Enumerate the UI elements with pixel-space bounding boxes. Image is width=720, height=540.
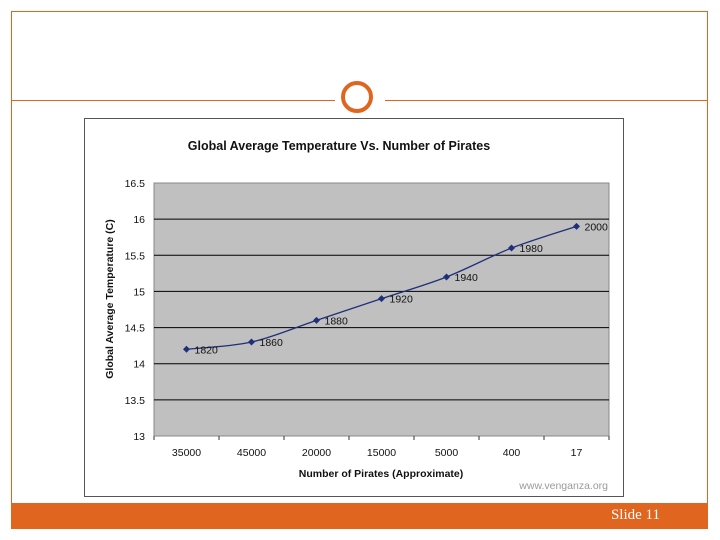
header-rule-left (11, 100, 335, 101)
data-label: 1880 (325, 315, 349, 327)
y-tick-label: 14 (133, 359, 145, 371)
slide-number: Slide 11 (610, 507, 660, 523)
data-label: 1940 (455, 272, 479, 284)
y-axis-label: Global Average Temperature (C) (104, 219, 116, 378)
gridlines (154, 218, 609, 401)
data-label: 1820 (195, 344, 219, 356)
footer-bar: Slide 11 (11, 503, 708, 528)
x-axis-label: Number of Pirates (Approximate) (299, 468, 464, 480)
series-group: 1820 1860 1880 1920 1940 1980 2000 (183, 221, 608, 356)
data-point (443, 273, 450, 281)
x-tick-label: 20000 (302, 447, 331, 459)
y-tick-label: 13 (133, 431, 145, 443)
data-point (508, 244, 515, 252)
watermark: www.venganza.org (518, 480, 608, 492)
x-tick-label: 5000 (435, 447, 459, 459)
data-point (248, 338, 255, 346)
y-tick-label: 15 (133, 286, 145, 298)
x-tick-label: 15000 (367, 447, 396, 459)
x-tick-labels: 35000 45000 20000 15000 5000 400 17 (153, 436, 610, 459)
y-tick-labels: 16.5 16 15.5 15 14.5 14 13.5 13 (125, 178, 146, 443)
header-rule-right (385, 100, 708, 101)
chart-image: Global Average Temperature Vs. Number of… (84, 118, 624, 497)
chart-svg: Global Average Temperature Vs. Number of… (104, 139, 610, 492)
data-label: 2000 (585, 221, 609, 233)
data-point (313, 316, 320, 324)
circle-ring-icon (341, 81, 373, 113)
y-tick-label: 13.5 (125, 395, 146, 407)
plot-area (153, 182, 610, 437)
x-tick-label: 45000 (237, 447, 266, 459)
data-label: 1920 (390, 294, 414, 306)
data-point (183, 345, 190, 353)
x-tick-label: 35000 (172, 447, 201, 459)
slide-frame (11, 11, 708, 529)
data-point (573, 222, 580, 230)
y-tick-label: 16.5 (125, 178, 146, 190)
y-tick-label: 15.5 (125, 250, 146, 262)
data-point (378, 295, 385, 303)
chart-title: Global Average Temperature Vs. Number of… (188, 139, 490, 153)
x-tick-label: 400 (503, 447, 521, 459)
data-label: 1980 (520, 243, 544, 255)
y-tick-label: 14.5 (125, 323, 146, 335)
data-label: 1860 (260, 337, 284, 349)
y-tick-label: 16 (133, 214, 145, 226)
x-tick-label: 17 (571, 447, 583, 459)
